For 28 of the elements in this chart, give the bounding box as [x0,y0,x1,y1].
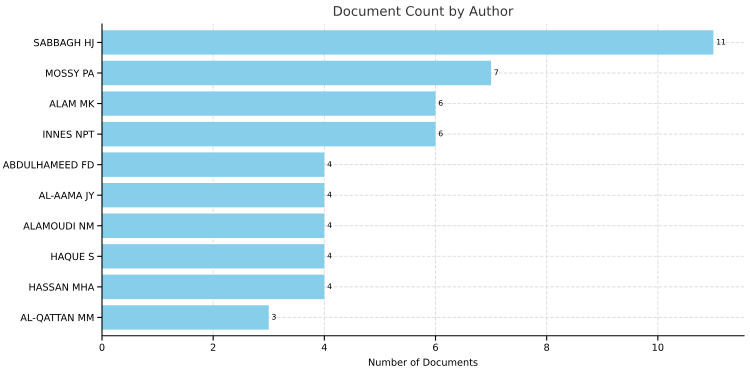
bar [102,30,714,55]
x-axis-title: Number of Documents [368,358,478,366]
x-tick-label: 4 [322,344,327,351]
bar [102,274,324,300]
x-tick-label: 0 [100,344,104,351]
bar [102,122,436,146]
bar [102,152,324,177]
x-tick-label: 2 [210,344,216,351]
y-tick-label: HASSAN MHA [29,283,94,291]
bar [102,91,436,116]
chart-title: Document Count by Author [334,6,514,19]
y-tick-label: HAQUE S [51,252,94,262]
y-tick-label: SABBAGH HJ [34,38,94,48]
y-tick-label: ALAM MK [49,100,95,108]
bar [102,214,324,238]
bar [102,244,324,269]
x-tick-label: 10 [652,344,664,351]
y-tick-label: AL-AAMA JY [38,192,94,201]
y-tick-label: ALAMOUDI NM [23,222,94,230]
y-tick-label: ABDULHAMEED FD [2,161,94,168]
y-tick-label: MOSSY PA [46,69,94,77]
x-tick-label: 8 [544,344,550,351]
y-tick-label: AL-QATTAN MM [20,314,94,322]
bar [102,305,269,330]
x-tick-label: 6 [433,344,438,351]
bar [102,182,324,208]
y-tick-label: INNES NPT [43,130,94,138]
bar [102,60,492,86]
